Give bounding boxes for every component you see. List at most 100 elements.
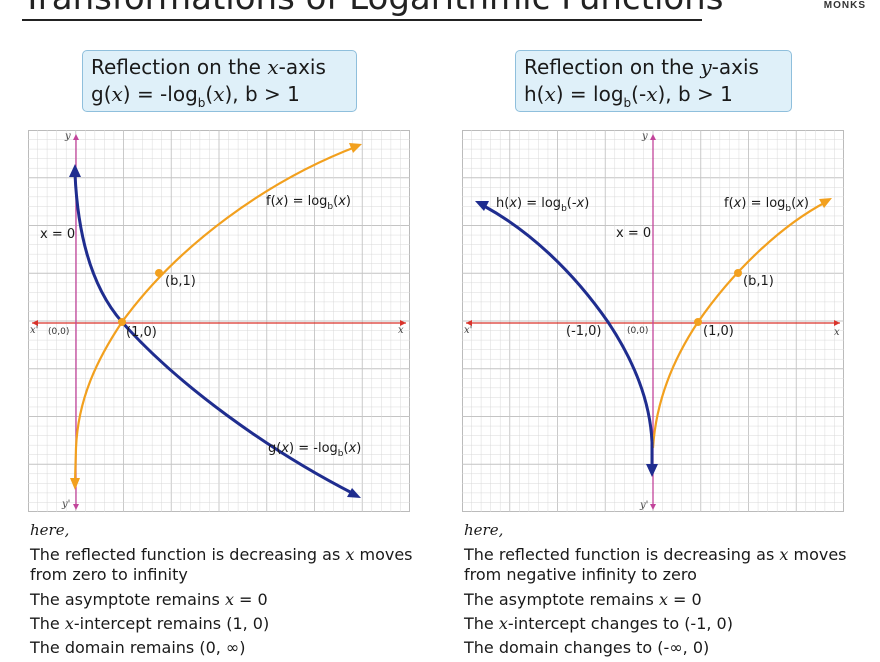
header-formula: g( [91, 82, 112, 106]
page-title: Transformations of Logarithmic Functions [22, 0, 723, 18]
note-variable: x [345, 545, 355, 564]
note-text: -intercept remains (1, 0) [73, 614, 270, 633]
y-axis-arrow [73, 134, 79, 140]
note-text: The domain remains (0, ∞) [30, 638, 246, 657]
header-formula: ( [205, 82, 214, 106]
x-neg-axis-label: x' [30, 325, 38, 336]
reflected-curve-label: h(x) = logb(-x) [496, 196, 589, 214]
y-axis-arrow [650, 504, 656, 510]
note-text: -intercept changes to (-1, 0) [507, 614, 733, 633]
original-log-curve [74, 144, 359, 449]
header-variable: x [646, 82, 658, 106]
header-formula: ), b > 1 [657, 82, 733, 106]
x-axis-arrow [32, 320, 38, 326]
point-label: (1,0) [126, 325, 157, 340]
note-variable: x [64, 614, 74, 633]
y-axis-label: y [641, 131, 648, 142]
point-label: (b,1) [165, 274, 196, 289]
point-b-1 [734, 269, 742, 277]
x-axis-label: x [398, 325, 404, 336]
reflected-curve-arrowhead [347, 488, 361, 498]
header-variable: y [700, 55, 712, 79]
grid [28, 130, 410, 512]
header-text: -axis [278, 55, 326, 79]
here-label: here, [464, 521, 504, 539]
header-formula: ), b > 1 [224, 82, 300, 106]
original-log-tail [73, 447, 78, 483]
x-axis-arrow [400, 320, 406, 326]
header-formula: h( [524, 82, 545, 106]
reflected-curve-arrowhead [475, 201, 489, 211]
note-text: The reflected function is decreasing as [30, 545, 346, 564]
graph-x-reflection: x x' y y' (0,0) x = 0 (1,0) (b,1) f(x) =… [28, 130, 410, 512]
header-line-2: h(x) = logb(-x), b > 1 [524, 81, 783, 111]
header-text: Reflection on the [524, 55, 701, 79]
note-text: The [30, 614, 65, 633]
note-text: moves from negative infinity to zero [464, 545, 847, 584]
intercept-point [118, 318, 126, 326]
note-item: The asymptote remains x = 0 [30, 590, 430, 610]
note-text: = 0 [233, 590, 268, 609]
original-curve-label: f(x) = logb(x) [724, 196, 809, 214]
reflected-curve-label: g(x) = -logb(x) [268, 441, 361, 459]
point-label: (1,0) [703, 324, 734, 339]
log-base-subscript: b [197, 96, 206, 110]
header-variable: x [111, 82, 123, 106]
header-line-2: g(x) = -logb(x), b > 1 [91, 81, 348, 111]
original-curve-label: f(x) = logb(x) [266, 194, 351, 212]
y-neg-axis-label: y' [61, 499, 70, 510]
note-text: The asymptote remains [464, 590, 659, 609]
note-item: The x-intercept remains (1, 0) [30, 614, 430, 634]
header-box-x-reflection: Reflection on the x-axis g(x) = -logb(x)… [82, 50, 357, 112]
origin-label: (0,0) [627, 326, 648, 336]
note-item: The reflected function is decreasing as … [464, 545, 864, 585]
x-axis-label: x [834, 327, 840, 338]
note-item: The domain remains (0, ∞) [30, 638, 430, 658]
header-line-1: Reflection on the x-axis [91, 54, 348, 81]
intercept-point [694, 318, 702, 326]
note-text: The reflected function is decreasing as [464, 545, 780, 564]
asymptote-label: x = 0 [616, 226, 651, 241]
header-variable: x [544, 82, 556, 106]
reflected-log-curve [483, 204, 654, 443]
reflected-curve-arrowhead [69, 164, 81, 177]
note-variable: x [224, 590, 234, 609]
x-neg-axis-label: x' [464, 325, 472, 336]
x-axis-arrow [466, 320, 472, 326]
graph-canvas: x x' y y' (0,0) x = 0 (1,0) (b,1) f(x) =… [28, 130, 410, 512]
y-axis-label: y [64, 131, 71, 142]
graph-canvas: x x' y y' (0,0) x = 0 (-1,0) (1,0) (b,1)… [462, 130, 844, 512]
note-text: The [464, 614, 499, 633]
point-label: (b,1) [743, 274, 774, 289]
header-box-y-reflection: Reflection on the y-axis h(x) = logb(-x)… [515, 50, 792, 112]
note-item: The x-intercept changes to (-1, 0) [464, 614, 864, 634]
note-text: moves from zero to infinity [30, 545, 413, 584]
grid [462, 130, 844, 512]
header-variable: x [267, 55, 279, 79]
log-base-subscript: b [623, 96, 632, 110]
y-axis-arrow [650, 134, 656, 140]
point-b-1 [155, 269, 163, 277]
origin-label: (0,0) [48, 327, 69, 337]
reflected-log-curve [73, 173, 355, 496]
note-variable: x [658, 590, 668, 609]
here-label: here, [30, 521, 70, 539]
original-curve-arrowhead [819, 198, 832, 208]
header-text: -axis [711, 55, 759, 79]
note-variable: x [498, 614, 508, 633]
note-text: The asymptote remains [30, 590, 225, 609]
note-text: = 0 [667, 590, 702, 609]
point-label: (-1,0) [566, 324, 602, 339]
header-variable: x [213, 82, 225, 106]
notes-x-reflection: here, The reflected function is decreasi… [30, 520, 430, 662]
note-item: The asymptote remains x = 0 [464, 590, 864, 610]
brand-logo: MONKS [823, 0, 866, 11]
asymptote-label: x = 0 [40, 227, 75, 242]
header-line-1: Reflection on the y-axis [524, 54, 783, 81]
note-text: The domain changes to (-∞, 0) [464, 638, 710, 657]
header-formula: ) = log [555, 82, 624, 106]
note-item: The reflected function is decreasing as … [30, 545, 430, 585]
title-underline [22, 19, 702, 21]
note-variable: x [779, 545, 789, 564]
notes-y-reflection: here, The reflected function is decreasi… [464, 520, 864, 662]
